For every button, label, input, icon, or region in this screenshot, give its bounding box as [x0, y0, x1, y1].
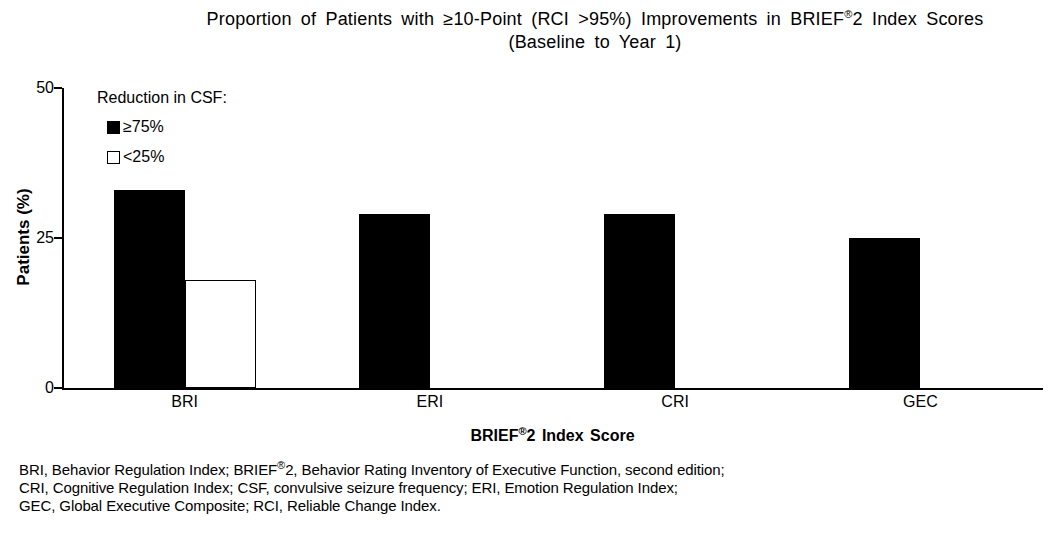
bar-eri-filled	[359, 214, 430, 388]
chart-title-line2: (Baseline to Year 1)	[140, 31, 1050, 54]
legend-item: ≥75%	[107, 118, 164, 136]
chart-figure: Proportion of Patients with ≥10-Point (R…	[0, 0, 1050, 533]
legend-item-label: ≥75%	[123, 118, 164, 136]
y-tick-mark	[54, 237, 62, 239]
y-tick-mark	[54, 87, 62, 89]
legend-item: <25%	[107, 148, 164, 166]
chart-title: Proportion of Patients with ≥10-Point (R…	[140, 8, 1050, 54]
footnote-line3: GEC, Global Executive Composite; RCI, Re…	[19, 497, 725, 515]
bar-bri-hollow	[185, 280, 256, 388]
registered-trademark-symbol: ®	[518, 425, 526, 437]
chart-title-text-tail: 2 Index Scores	[853, 9, 984, 29]
abbreviations-footnote: BRI, Behavior Regulation Index; BRIEF®2,…	[19, 461, 725, 515]
x-tick-label: CRI	[625, 393, 725, 411]
legend-title: Reduction in CSF:	[97, 89, 227, 107]
hollow-square-swatch-icon	[107, 151, 120, 164]
x-tick-label: GEC	[870, 393, 970, 411]
y-tick-mark	[54, 387, 62, 389]
bar-bri-filled	[114, 190, 185, 388]
footnote-line1: BRI, Behavior Regulation Index; BRIEF®2,…	[19, 461, 725, 479]
x-axis-title-text: BRIEF	[470, 427, 518, 444]
y-tick-label: 25	[18, 229, 54, 247]
x-tick-label: ERI	[380, 393, 480, 411]
bar-gec-filled	[849, 238, 920, 388]
y-tick-label: 50	[18, 79, 54, 97]
chart-title-line1: Proportion of Patients with ≥10-Point (R…	[140, 8, 1050, 31]
footnote-text: BRI, Behavior Regulation Index; BRIEF	[19, 461, 277, 478]
y-axis-line	[62, 88, 64, 390]
chart-title-text: Proportion of Patients with ≥10-Point (R…	[207, 9, 845, 29]
y-tick-label: 0	[18, 379, 54, 397]
x-axis-line	[62, 388, 1043, 390]
filled-square-swatch-icon	[107, 121, 120, 134]
x-axis-title-text-tail: 2 Index Score	[527, 427, 635, 444]
x-axis-title: BRIEF®2 Index Score	[62, 427, 1043, 445]
footnote-line2: CRI, Cognitive Regulation Index; CSF, co…	[19, 479, 725, 497]
footnote-text-tail: 2, Behavior Rating Inventory of Executiv…	[285, 461, 724, 478]
x-tick-label: BRI	[135, 393, 235, 411]
registered-trademark-symbol: ®	[277, 459, 285, 471]
registered-trademark-symbol: ®	[844, 8, 852, 20]
legend-item-label: <25%	[123, 148, 164, 166]
bar-cri-filled	[604, 214, 675, 388]
